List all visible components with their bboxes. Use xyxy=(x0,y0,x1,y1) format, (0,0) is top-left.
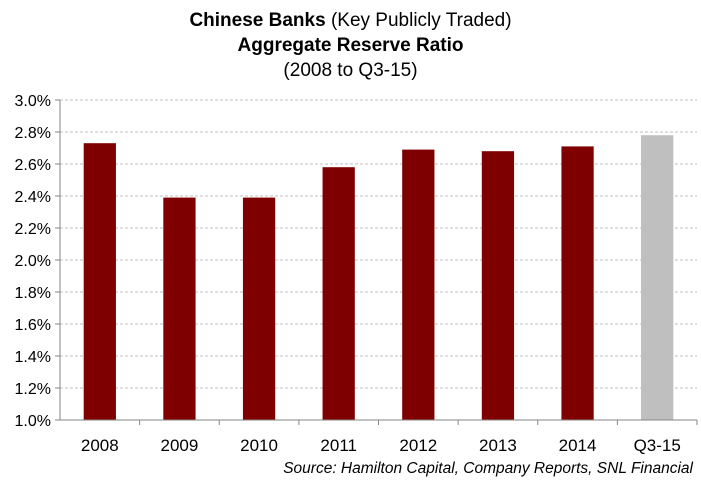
y-tick-label: 2.0% xyxy=(15,253,51,270)
y-tick-label: 1.8% xyxy=(15,285,51,302)
chart-title: Chinese Banks (Key Publicly Traded) Aggr… xyxy=(0,8,701,83)
y-tick-label: 2.2% xyxy=(15,221,51,238)
bar xyxy=(481,151,515,420)
bar xyxy=(83,143,116,420)
x-tick-label: 2014 xyxy=(559,436,597,455)
bar xyxy=(641,135,674,420)
bar xyxy=(561,146,594,420)
y-tick-label: 2.6% xyxy=(15,157,51,174)
x-tick-label: 2009 xyxy=(161,436,199,455)
bar xyxy=(163,197,196,420)
y-tick-label: 3.0% xyxy=(15,93,51,110)
y-tick-label: 1.6% xyxy=(15,317,51,334)
x-tick-label: 2011 xyxy=(320,436,357,455)
y-tick-label: 1.4% xyxy=(15,349,51,366)
x-tick-label: 2013 xyxy=(479,436,517,455)
title-line-3: (2008 to Q3-15) xyxy=(283,60,418,81)
title-bold-part: Chinese Banks xyxy=(189,10,326,31)
title-rest-part: (Key Publicly Traded) xyxy=(325,10,512,31)
bar xyxy=(242,197,276,420)
y-tick-label: 2.8% xyxy=(15,125,51,142)
title-line-1: Chinese Banks (Key Publicly Traded) xyxy=(0,8,701,33)
y-tick-label: 2.4% xyxy=(15,189,51,206)
source-note: Source: Hamilton Capital, Company Report… xyxy=(283,460,693,477)
x-tick-label: 2012 xyxy=(399,436,437,455)
x-tick-label: 2008 xyxy=(81,436,119,455)
x-tick-label: 2010 xyxy=(240,436,278,455)
x-tick-label: Q3-15 xyxy=(634,436,681,455)
y-tick-label: 1.0% xyxy=(15,413,51,430)
bar xyxy=(402,149,435,420)
bar xyxy=(322,167,355,420)
title-line-2: Aggregate Reserve Ratio xyxy=(237,35,464,56)
y-tick-label: 1.2% xyxy=(15,381,51,398)
